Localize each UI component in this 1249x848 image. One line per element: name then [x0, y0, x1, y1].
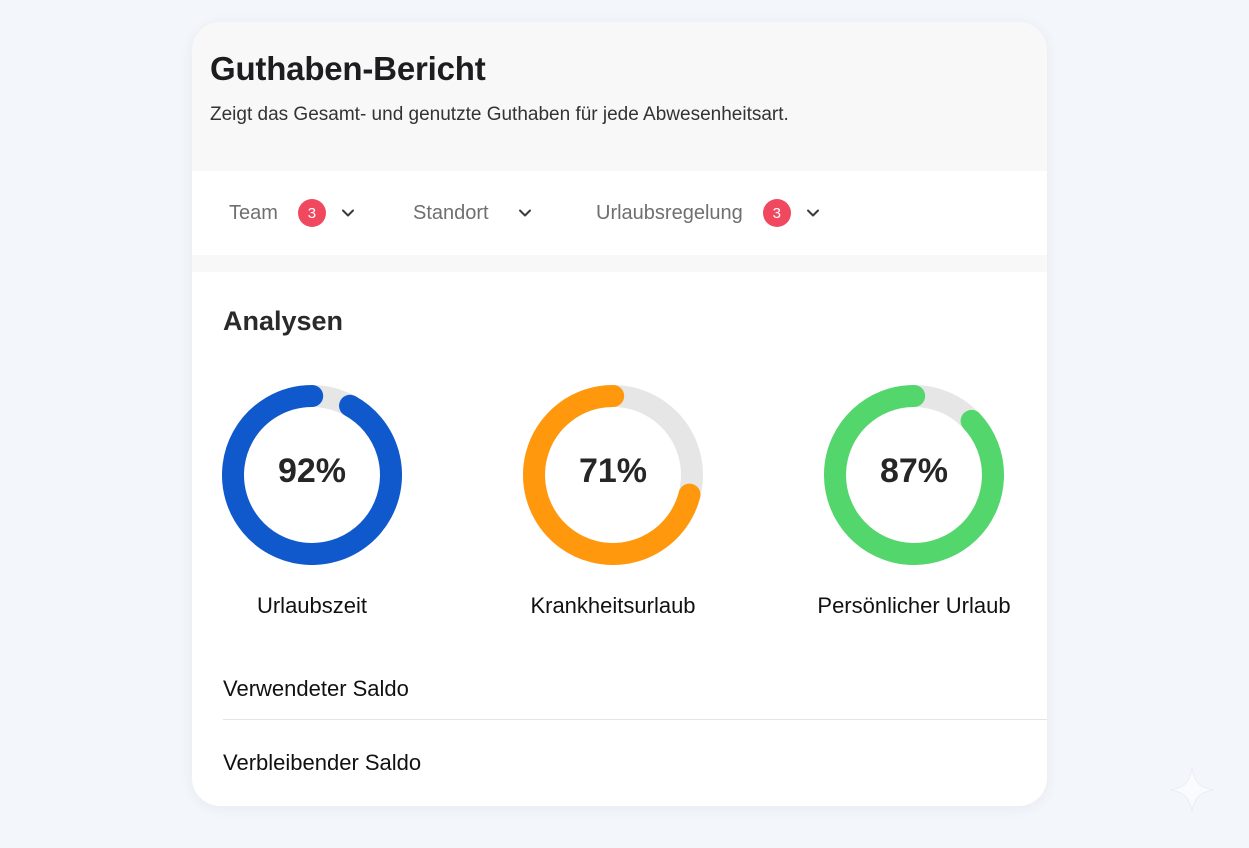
analytics-title: Analysen	[223, 306, 344, 336]
page-subtitle: Zeigt das Gesamt- und genutzte Guthaben …	[210, 104, 789, 125]
vacation-label: Urlaubszeit	[256, 593, 368, 618]
chevron-down-icon	[518, 209, 531, 217]
leave-policy-count-badge: 3	[762, 199, 791, 227]
location-filter-dropdown[interactable]: Standort	[413, 171, 533, 255]
divider	[223, 719, 1047, 720]
used-balance-row[interactable]: Verwendeter Saldo	[223, 676, 1047, 702]
sick-leave-percentage: 71%	[578, 452, 648, 490]
personal-leave-gauge: 87% Persönlicher Urlaub	[794, 385, 1034, 635]
leave-policy-filter-dropdown[interactable]: Urlaubsregelung 3	[596, 171, 821, 255]
team-filter-dropdown[interactable]: Team 3	[229, 171, 356, 255]
filter-bar: Team 3 Standort Urlaubsregelung 3	[192, 171, 1047, 255]
personal-leave-label: Persönlicher Urlaub	[817, 593, 1011, 618]
remaining-balance-row[interactable]: Verbleibender Saldo	[223, 750, 1047, 776]
leave-policy-filter-label: Urlaubsregelung	[596, 201, 743, 224]
personal-leave-donut-arc	[824, 385, 1004, 565]
vacation-gauge: 92% Urlaubszeit	[192, 385, 432, 635]
remaining-balance-label: Verbleibender Saldo	[223, 750, 422, 775]
chevron-down-icon	[806, 209, 819, 217]
personal-leave-percentage: 87%	[879, 452, 949, 490]
personal-leave-donut-chart	[824, 385, 1004, 565]
team-count-badge: 3	[297, 199, 326, 227]
sick-leave-label: Krankheitsurlaub	[530, 593, 696, 618]
analytics-card: Analysen 92% Urlaubszeit 71% Krankheitsu…	[192, 272, 1047, 806]
sick-leave-donut-arc	[523, 385, 703, 565]
vacation-donut-arc	[222, 385, 402, 565]
sick-leave-gauge: 71% Krankheitsurlaub	[493, 385, 733, 635]
vacation-percentage: 92%	[277, 452, 347, 490]
chevron-down-icon	[341, 209, 354, 217]
team-filter-label: Team	[229, 201, 278, 224]
location-filter-label: Standort	[413, 201, 489, 224]
sick-leave-donut-chart	[523, 385, 703, 565]
report-panel: Guthaben-Bericht Zeigt das Gesamt- und g…	[192, 22, 1047, 806]
used-balance-label: Verwendeter Saldo	[223, 676, 409, 701]
page-title: Guthaben-Bericht	[210, 50, 486, 87]
vacation-donut-chart	[222, 385, 402, 565]
sparkle-icon	[1169, 767, 1215, 813]
